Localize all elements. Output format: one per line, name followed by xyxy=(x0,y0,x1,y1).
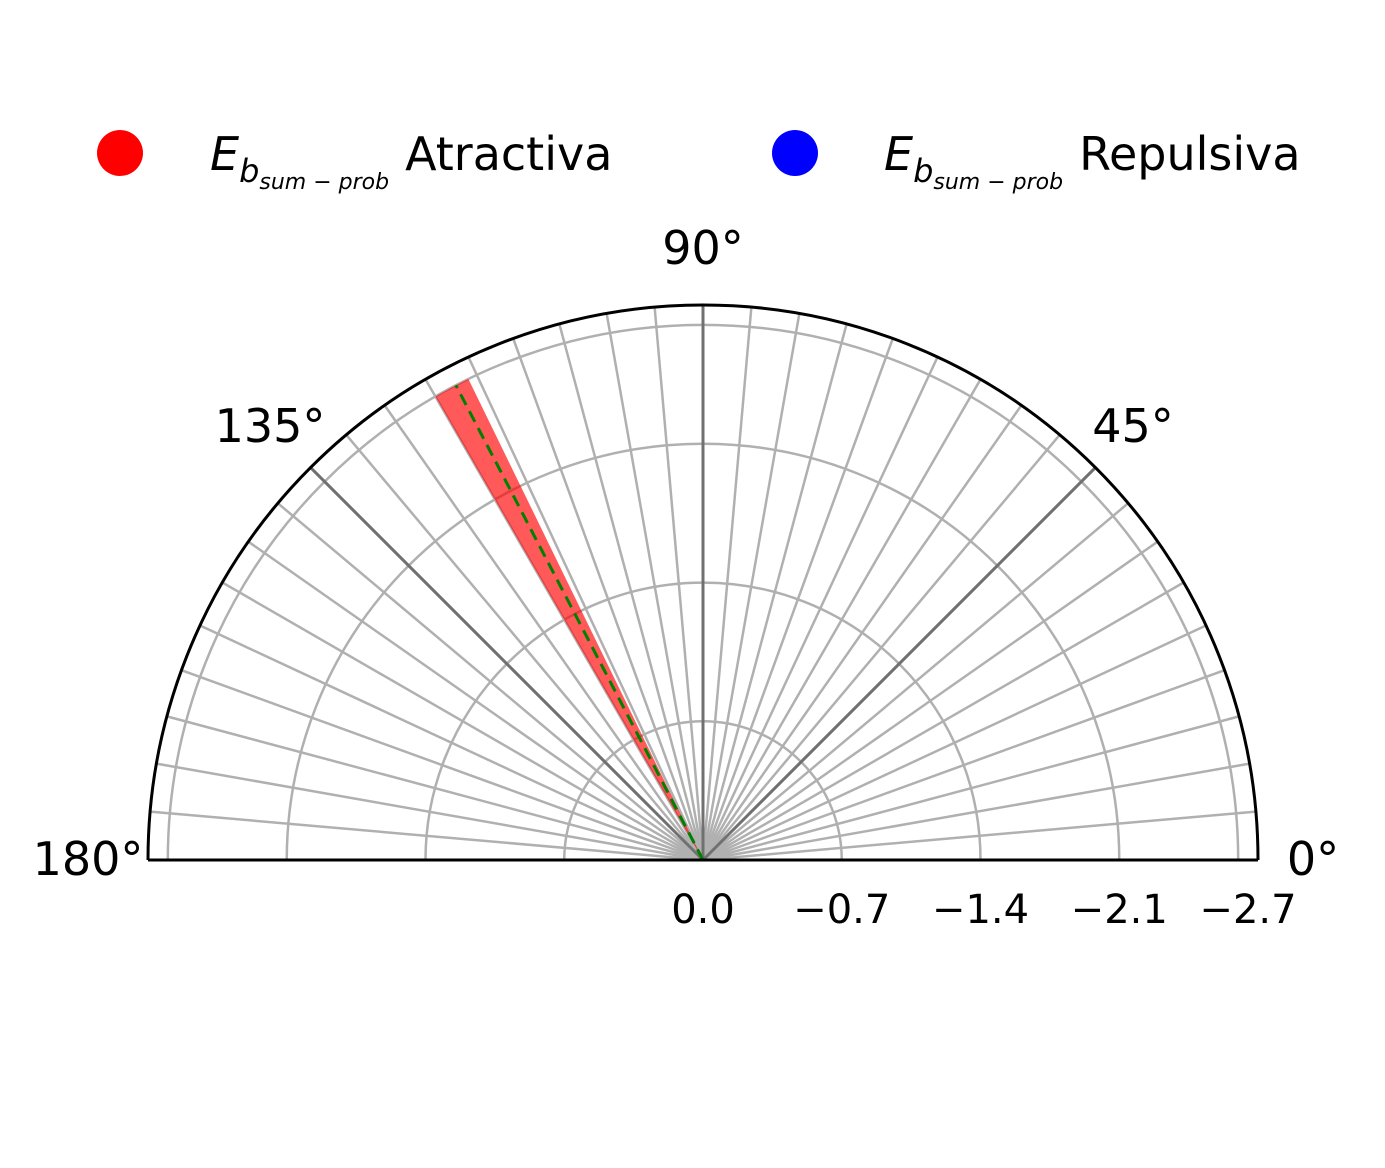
angle-grid-spoke xyxy=(702,502,1129,861)
polar-frame xyxy=(146,303,1260,862)
angle-grid-spoke xyxy=(701,378,982,861)
angle-grid-spoke xyxy=(512,338,705,861)
angle-tick-label: 90° xyxy=(662,221,744,275)
legend-marker-atractiva xyxy=(97,130,143,176)
angle-grid-spoke xyxy=(701,323,848,861)
legend-marker-repulsiva xyxy=(772,130,818,176)
angle-grid-spoke xyxy=(702,810,1256,862)
angle-grid-spoke xyxy=(702,762,1250,862)
angle-grid-spoke xyxy=(345,434,704,861)
outer-arc xyxy=(146,303,1260,861)
legend-label-atractiva: Ebsum − probAtractiva xyxy=(210,127,612,195)
angle-tick-labels: 0° 45° 90° 135° 180° xyxy=(33,221,1340,886)
angle-grid-spoke xyxy=(701,404,1023,861)
bar-wedge xyxy=(435,378,703,860)
radial-tick-label: −2.1 xyxy=(1071,887,1168,933)
angle-major-spoke xyxy=(309,466,705,862)
legend-label-repulsiva: Ebsum − probRepulsiva xyxy=(884,127,1301,195)
reference-dashed-line xyxy=(454,384,705,861)
angle-major-spoke xyxy=(701,466,1097,862)
angle-grid-spoke xyxy=(702,669,1225,862)
angle-grid-spoke xyxy=(181,669,704,862)
polar-grid xyxy=(150,305,1256,862)
angle-grid-spoke xyxy=(702,715,1240,862)
angle-grid-spoke xyxy=(150,810,704,862)
angle-grid-spoke xyxy=(166,715,704,862)
radial-tick-label: −2.7 xyxy=(1199,887,1296,933)
angle-grid-spoke xyxy=(605,313,705,861)
angle-grid-spoke xyxy=(701,338,894,861)
angle-tick-label: 0° xyxy=(1287,832,1339,886)
radial-tick-labels: 0.0 −0.7 −1.4 −2.1 −2.7 xyxy=(671,887,1296,933)
angle-grid-spoke xyxy=(467,356,705,861)
angle-grid-spoke xyxy=(702,434,1061,861)
angle-grid-spoke xyxy=(701,307,753,861)
angle-grid-spoke xyxy=(702,540,1159,862)
angle-grid-spoke xyxy=(702,624,1207,862)
angle-grid-spoke xyxy=(221,581,704,862)
bars xyxy=(435,378,705,861)
radial-tick-label: 0.0 xyxy=(671,887,735,933)
angle-grid-spoke xyxy=(156,762,704,862)
angle-tick-label: 180° xyxy=(33,832,144,886)
angle-grid-spoke xyxy=(653,307,705,861)
angle-grid-spoke xyxy=(702,581,1185,862)
angle-grid-spoke xyxy=(199,624,704,862)
radial-tick-label: −1.4 xyxy=(932,887,1029,933)
radial-tick-label: −0.7 xyxy=(793,887,890,933)
angle-grid-spoke xyxy=(558,323,705,861)
angle-grid-spoke xyxy=(247,540,704,862)
angle-tick-label: 135° xyxy=(215,399,326,453)
angle-grid-spoke xyxy=(701,313,801,861)
legend: Ebsum − probAtractiva Ebsum − probRepuls… xyxy=(97,127,1301,195)
angle-grid-spoke xyxy=(277,502,704,861)
angle-grid-spoke xyxy=(383,404,705,861)
angle-tick-label: 45° xyxy=(1092,399,1174,453)
angle-grid-spoke xyxy=(701,356,939,861)
